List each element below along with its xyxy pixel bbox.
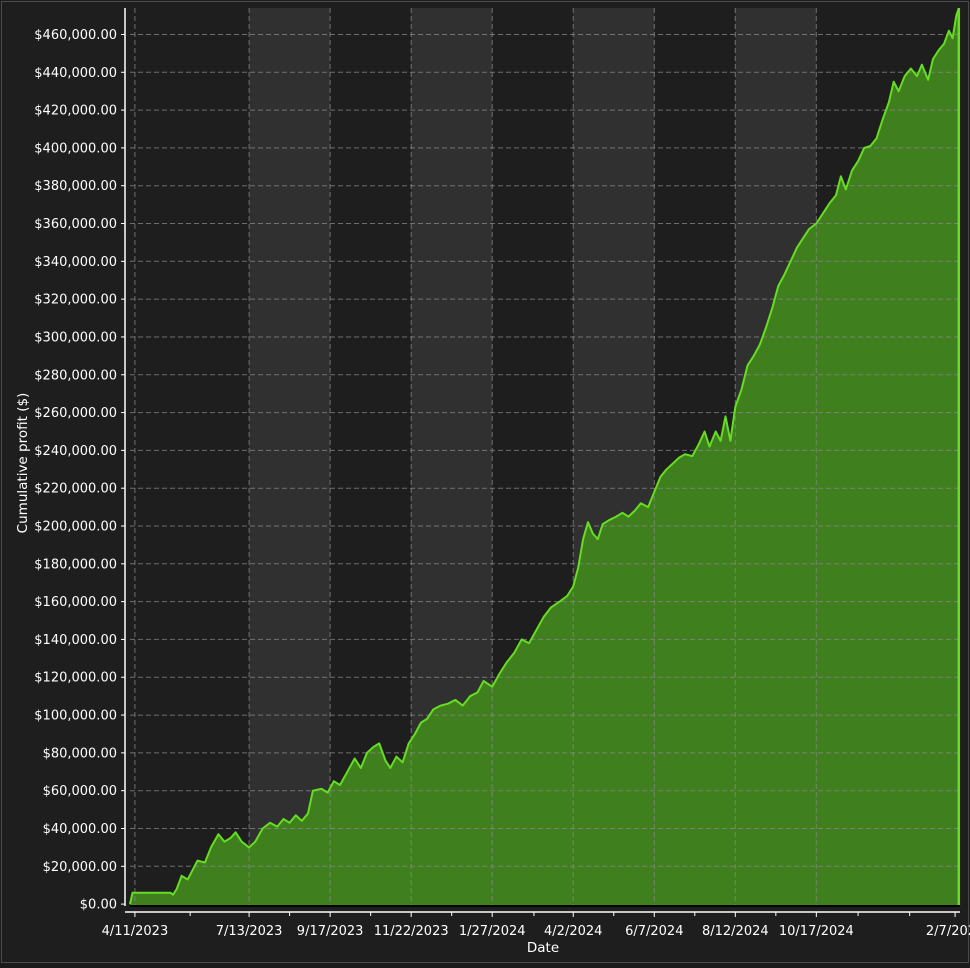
y-tick-label: $320,000.00	[34, 293, 117, 308]
y-tick-label: $180,000.00	[34, 557, 117, 572]
grid-lines	[130, 8, 960, 906]
x-tick-label: 7/13/2023	[216, 924, 283, 939]
y-tick-label: $460,000.00	[34, 28, 117, 43]
y-tick-label: $60,000.00	[43, 784, 117, 799]
y-tick-label: $300,000.00	[34, 330, 117, 345]
y-tick-label: $340,000.00	[34, 255, 117, 270]
x-tick-label: 4/2/2024	[544, 924, 602, 939]
y-axis-ticks: $0.00 $20,000.00 $40,000.00 $60,000.00 $80,0…	[34, 28, 125, 913]
x-tick-label: 8/12/2024	[702, 924, 769, 939]
x-tick-label: 10/17/2024	[779, 924, 854, 939]
y-tick-label: $80,000.00	[43, 746, 117, 761]
y-tick-label: $260,000.00	[34, 406, 117, 421]
y-tick-label: $0.00	[80, 898, 117, 913]
axes	[124, 8, 960, 913]
y-tick-label: $100,000.00	[34, 709, 117, 724]
x-tick-label: 6/7/2024	[625, 924, 683, 939]
area-series	[130, 8, 959, 906]
y-tick-label: $120,000.00	[34, 671, 117, 686]
y-tick-label: $440,000.00	[34, 66, 117, 81]
y-tick-label: $200,000.00	[34, 520, 117, 535]
line-series	[129, 7, 961, 906]
y-tick-label: $360,000.00	[34, 217, 117, 232]
y-tick-label: $240,000.00	[34, 444, 117, 459]
profit-line	[129, 7, 960, 905]
x-tick-label: 1/27/2024	[459, 924, 526, 939]
shaded-band-1	[249, 8, 331, 906]
y-axis-title: Cumulative profit ($)	[15, 393, 31, 534]
y-tick-label: $420,000.00	[34, 104, 117, 119]
y-tick-label: $20,000.00	[43, 860, 117, 875]
y-tick-label: $380,000.00	[34, 179, 117, 194]
y-tick-label: $220,000.00	[34, 482, 117, 497]
y-tick-label: $140,000.00	[34, 633, 117, 648]
y-tick-label: $280,000.00	[34, 368, 117, 383]
y-tick-label: $40,000.00	[43, 822, 117, 837]
x-tick-label: 11/22/2023	[374, 924, 449, 939]
x-tick-label: 4/11/2023	[102, 924, 169, 939]
x-axis-title: Date	[527, 940, 559, 956]
y-tick-label: $400,000.00	[34, 141, 117, 156]
profit-area	[130, 8, 959, 906]
y-tick-label: $160,000.00	[34, 595, 117, 610]
x-tick-label: 2/7/2025	[926, 924, 970, 939]
x-axis-ticks: 4/11/2023 7/13/2023 9/17/2023 11/22/2023 1/2…	[102, 912, 970, 939]
x-tick-label: 9/17/2023	[297, 924, 364, 939]
